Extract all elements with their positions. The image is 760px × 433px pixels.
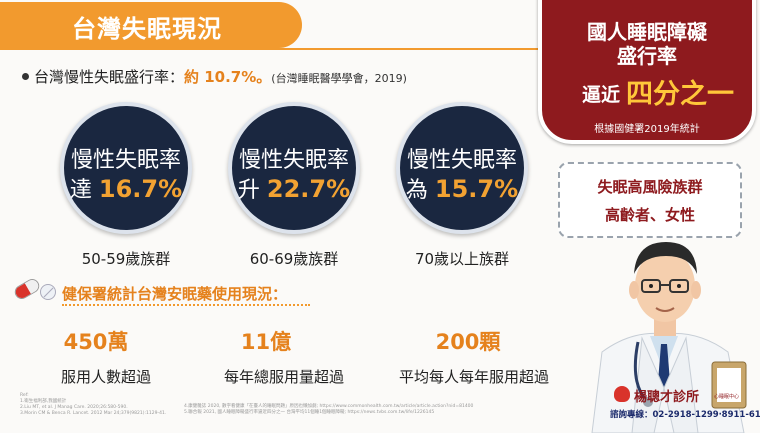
badge-line1: 國人睡眠障礙 (587, 20, 707, 44)
stat-label: 每年總服用量超過 (223, 368, 344, 386)
title-banner: 台灣失眠現況 (0, 2, 302, 48)
bullet-dot-icon (22, 73, 29, 80)
reference-line: 1.衛生福利部,我國統計 (20, 399, 67, 404)
references-right: 4.康健雜誌 2020, 數字看健康「在臺人的睡眠問題」原因也懶加劇; http… (184, 404, 473, 416)
references-left: Ref: 1.衛生福利部,我國統計 2.Liu MT, et al. J Man… (20, 393, 166, 417)
section-divider (62, 304, 310, 306)
prevalence-badge: 國人睡眠障礙 盛行率 逼近 四分之一 根據國健署2019年統計 (538, 0, 756, 144)
risk-line2: 高齡者、女性 (604, 206, 695, 224)
circle-prefix: 達 (69, 178, 92, 203)
clinic-phone-label: 諮詢專線： (610, 410, 653, 420)
stat-label: 平均每人每年服用超過 (398, 368, 549, 386)
stat-label: 服用人數超過 (60, 368, 151, 386)
reference-line: 3.Morin CM & Benca R. Lancet. 2012 Mar 2… (20, 411, 167, 416)
reference-line: 2.Liu MT, et al. J Manag Care. 2020;26:5… (20, 405, 128, 410)
prevalence-citation: (台灣睡眠醫學學會，2019) (271, 72, 407, 85)
badge-line2: 盛行率 (617, 44, 677, 68)
page-title: 台灣失眠現況 (72, 15, 222, 43)
circle-value-line: 為 15.7% (400, 172, 524, 204)
circle-prefix: 為 (405, 178, 428, 203)
circle-prefix: 升 (237, 178, 260, 203)
stat-number: 450萬 (63, 330, 129, 354)
rate-circle-50-59: 慢性失眠率 達 16.7% (60, 102, 192, 234)
prevalence-label: 台灣慢性失眠盛行率： (34, 68, 185, 86)
reference-line: 5.聯合報 2021, 國人睡眠障礙盛行率逼近四分之一 台灣平均11個睡1個睡眠… (184, 410, 435, 415)
reference-line: 4.康健雜誌 2020, 數字看健康「在臺人的睡眠問題」原因也懶加劇; http… (184, 404, 474, 409)
nhi-section-title: 健保署統計台灣安眠藥使用現況： (62, 285, 288, 303)
reference-line: Ref: (20, 393, 29, 398)
age-group-label: 50-59歲族群 (81, 250, 171, 268)
clinic-phone: 02-2918-1299‧8911-6158 (652, 410, 760, 420)
age-group-label: 60-69歲族群 (249, 250, 339, 268)
tablet-icon (40, 284, 56, 300)
doctor-illustration (591, 242, 747, 433)
heart-logo-icon (614, 386, 630, 402)
circle-heading: 慢性失眠率 (406, 148, 517, 173)
circle-heading: 慢性失眠率 (70, 148, 181, 173)
badge-highlight: 四分之一 (626, 79, 734, 110)
title-underline (0, 48, 560, 50)
prevalence-value: 約 10.7% (184, 68, 257, 86)
stat-number: 200顆 (435, 330, 501, 354)
circle-value: 15.7% (434, 175, 519, 203)
prevalence-suffix: 。 (256, 68, 272, 86)
clinic-subtitle: 心睡眠中心 (714, 394, 740, 400)
risk-line1: 失眠高風險族群 (597, 178, 703, 196)
circle-value: 16.7% (98, 175, 183, 203)
circle-value-line: 達 16.7% (64, 172, 188, 204)
clinic-name: 楊聰才診所 (634, 390, 700, 405)
risk-speech-bubble: 失眠高風險族群 高齡者、女性 (558, 162, 742, 238)
rate-circle-60-69: 慢性失眠率 升 22.7% (228, 102, 360, 234)
prevalence-line: 台灣慢性失眠盛行率：約 10.7%。(台灣睡眠醫學學會，2019) (34, 66, 407, 87)
stat-number: 11億 (240, 330, 292, 354)
circle-value-line: 升 22.7% (232, 172, 356, 204)
badge-source: 根據國健署2019年統計 (594, 124, 700, 135)
rate-circle-70-plus: 慢性失眠率 為 15.7% (396, 102, 528, 234)
circle-heading: 慢性失眠率 (238, 148, 349, 173)
pill-icon (12, 276, 42, 302)
badge-prefix: 逼近 (582, 84, 621, 106)
circle-value: 22.7% (266, 175, 351, 203)
clinic-logo: 楊聰才診所 心睡眠中心 諮詢專線：02-2918-1299‧8911-6158 (610, 384, 760, 432)
age-group-label: 70歲以上族群 (414, 250, 510, 268)
clinic-phone-line: 諮詢專線：02-2918-1299‧8911-6158 (610, 408, 760, 420)
